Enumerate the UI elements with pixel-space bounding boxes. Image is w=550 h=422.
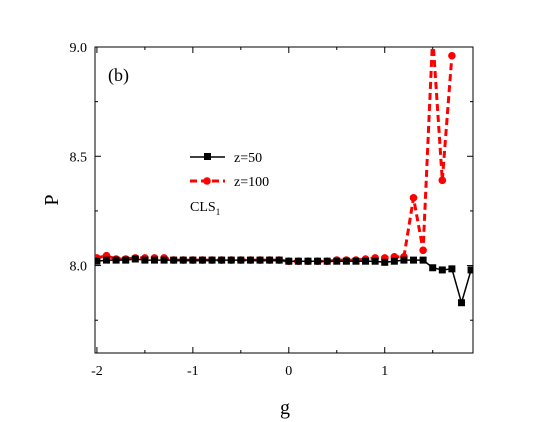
panel-label: (b) — [108, 65, 129, 86]
data-point-z100 — [409, 194, 418, 202]
y-tick-label: 9.0 — [70, 41, 88, 56]
y-tick-label: 8.0 — [70, 260, 88, 275]
data-point-z100 — [438, 176, 447, 185]
cls-annotation: CLS1 — [190, 200, 220, 217]
data-point-z50 — [170, 256, 178, 264]
x-tick-label: -2 — [91, 364, 103, 379]
data-point-z50 — [208, 256, 216, 264]
data-point-z50 — [95, 257, 101, 265]
data-point-z50 — [314, 257, 322, 265]
plot-frame — [94, 46, 474, 354]
data-point-z50 — [160, 256, 168, 264]
data-point-z50 — [227, 256, 235, 264]
data-point-z50 — [438, 266, 446, 274]
data-point-z50 — [189, 256, 197, 264]
data-point-z100 — [419, 246, 427, 255]
data-point-z50 — [237, 256, 245, 264]
x-tick-label: -1 — [187, 364, 199, 379]
x-axis-title: g — [280, 397, 290, 419]
y-axis-title: P — [41, 194, 63, 205]
data-point-z50 — [381, 258, 389, 266]
data-point-z50 — [150, 256, 158, 264]
data-point-z50 — [419, 256, 427, 264]
data-point-z50 — [457, 299, 465, 307]
data-point-z50 — [390, 257, 398, 265]
data-point-z50 — [410, 256, 418, 264]
legend: z=50 z=100 — [190, 151, 269, 190]
data-point-z50 — [333, 257, 341, 265]
data-point-z50 — [371, 257, 379, 265]
data-point-z100 — [448, 51, 456, 60]
data-point-z50 — [266, 256, 274, 264]
data-point-z50 — [467, 266, 473, 274]
axis-ticks — [95, 46, 473, 353]
series-line-z50 — [96, 258, 472, 304]
tick-labels: -2 -1 0 1 8.0 8.5 9.0 — [70, 41, 389, 379]
data-point-z50 — [448, 265, 456, 273]
data-point-z50 — [246, 256, 254, 264]
data-point-z50 — [294, 257, 302, 265]
legend-marker-z50 — [204, 153, 211, 160]
data-point-z50 — [103, 256, 111, 264]
data-point-z50 — [141, 256, 149, 264]
y-tick-label: 8.5 — [70, 150, 88, 165]
legend-label-z50: z=50 — [234, 151, 262, 166]
data-point-z50 — [256, 256, 264, 264]
data-point-z50 — [198, 256, 206, 264]
data-point-z50 — [304, 257, 312, 265]
data-point-z50 — [342, 257, 350, 265]
x-tick-label: 1 — [381, 364, 388, 379]
data-point-z50 — [285, 257, 293, 265]
legend-label-z100: z=100 — [234, 175, 269, 190]
data-point-z50 — [218, 256, 226, 264]
cls-annotation-subscript: 1 — [216, 207, 221, 217]
data-point-z50 — [275, 256, 283, 264]
data-point-z50 — [112, 256, 120, 264]
data-point-z50 — [122, 256, 130, 264]
x-tick-label: 0 — [285, 364, 292, 379]
data-point-z50 — [131, 255, 139, 263]
data-point-z50 — [323, 257, 331, 265]
data-point-z50 — [362, 257, 370, 265]
data-point-z50 — [429, 264, 437, 272]
data-point-z50 — [352, 257, 360, 265]
data-point-z50 — [179, 256, 187, 264]
legend-marker-z100 — [203, 177, 211, 185]
data-point-z50 — [400, 256, 408, 264]
series-layer — [95, 47, 473, 307]
cls-annotation-text: CLS — [190, 200, 216, 215]
